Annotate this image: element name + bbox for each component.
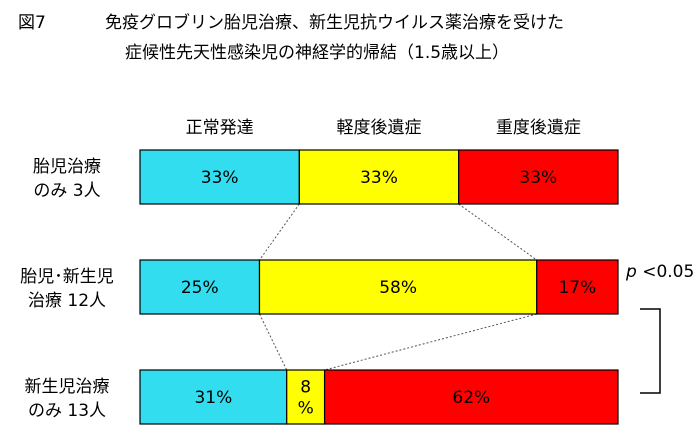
connector-line-2-2 xyxy=(324,313,537,371)
chart-title: 図7 免疫グロブリン胎児治療、新生児抗ウイルス薬治療を受けた 症候性先天性感染児の… xyxy=(18,8,698,68)
bar-segment-3-3 xyxy=(323,369,619,425)
category-label-1-line-1: 胎児治療 xyxy=(33,157,101,177)
legend-label-3: 重度後遺症 xyxy=(496,118,581,138)
legend-label-1: 正常発達 xyxy=(186,118,254,138)
bar-segment-2-2 xyxy=(258,259,538,315)
figure-label: 図7 xyxy=(18,13,46,33)
category-label-3-line-1: 新生児治療 xyxy=(25,377,110,397)
title-line-1: 図7 免疫グロブリン胎児治療、新生児抗ウイルス薬治療を受けた xyxy=(18,8,698,38)
category-label-3-line-2: のみ 13人 xyxy=(28,401,106,421)
category-label-1-line-2: のみ 3人 xyxy=(33,181,100,201)
connector-line-1-2 xyxy=(458,203,538,261)
title-text-1: 免疫グロブリン胎児治療、新生児抗ウイルス薬治療を受けた xyxy=(105,13,564,33)
legend-label-2: 軽度後遺症 xyxy=(337,118,422,138)
data-label-3-1: 31% xyxy=(194,388,232,408)
significance-bracket: p <0.05 xyxy=(625,262,694,394)
data-label-2-1: 25% xyxy=(181,278,219,298)
category-label-2-line-1: 胎児･新生児 xyxy=(20,267,114,287)
title-line-2: 症候性先天性感染児の神経学的帰結（1.5歳以上） xyxy=(125,43,510,63)
bar-segment-1-2 xyxy=(298,149,460,205)
bar-segment-2-1 xyxy=(139,259,261,315)
legend: 正常発達 軽度後遺症 重度後遺症 xyxy=(186,118,581,138)
significance-label: p <0.05 xyxy=(625,262,694,282)
data-label-1-1: 33% xyxy=(201,168,239,188)
data-label-3-3: 62% xyxy=(452,388,490,408)
bar-segment-1-1 xyxy=(139,149,300,205)
bar-segment-1-3 xyxy=(458,149,619,205)
connector-lines xyxy=(259,203,538,371)
connector-line-1-1 xyxy=(259,203,300,261)
connector-line-2-1 xyxy=(259,313,288,371)
category-label-2-line-2: 治療 12人 xyxy=(28,291,106,311)
data-label-3-2: 8% xyxy=(298,378,314,419)
data-label-2-3: 17% xyxy=(558,278,596,298)
significance-bracket-line xyxy=(640,308,661,394)
bars: 33% 33% 33% 25% 58% 17% 31% 8 % 62% xyxy=(139,149,619,425)
bar-segment-2-3 xyxy=(536,259,619,315)
data-label-1-2: 33% xyxy=(360,168,398,188)
data-label-1-3: 33% xyxy=(519,168,557,188)
data-label-2-2: 58% xyxy=(379,278,417,298)
